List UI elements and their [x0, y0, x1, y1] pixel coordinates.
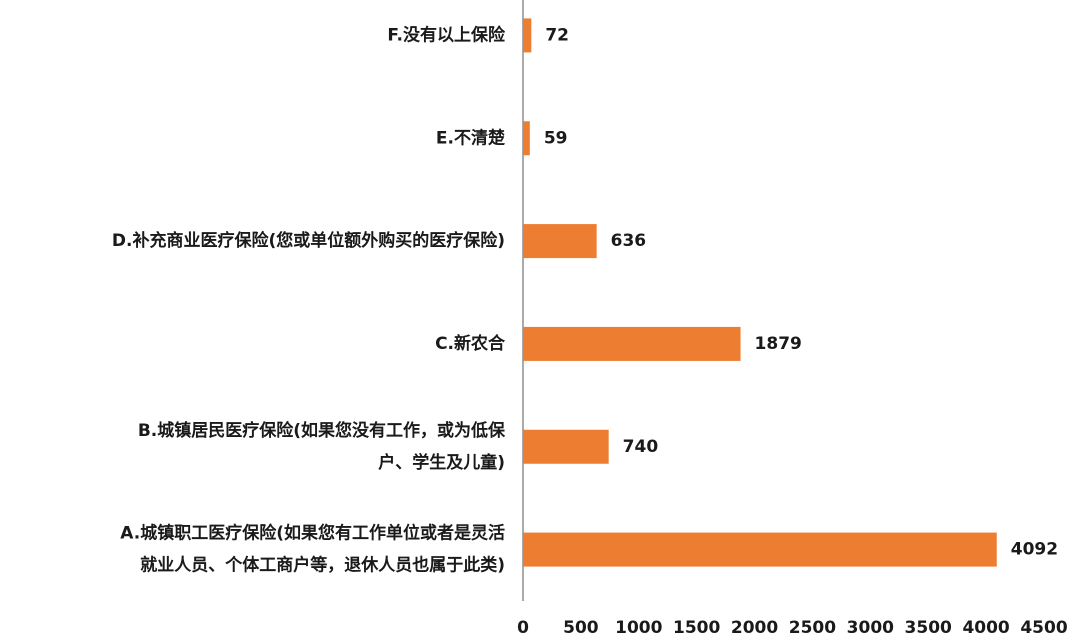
x-tick-label: 1500: [673, 618, 720, 638]
y-tick-label: D.补充商业医疗保险(您或单位额外购买的医疗保险): [112, 230, 505, 251]
x-tick-label: 2500: [789, 618, 836, 638]
y-tick-label: 户、学生及儿童): [378, 452, 505, 473]
value-label: 4092: [1011, 540, 1058, 560]
x-tick-label: 4500: [1020, 618, 1067, 638]
value-label: 740: [623, 437, 659, 457]
y-tick-label: B.城镇居民医疗保险(如果您没有工作，或为低保: [138, 420, 506, 441]
y-tick-label: C.新农合: [435, 333, 506, 354]
x-tick-label: 3500: [905, 618, 952, 638]
bar: [523, 532, 997, 567]
bar: [523, 326, 741, 361]
bar: [523, 429, 609, 464]
bar: [523, 18, 532, 53]
value-label: 59: [544, 128, 568, 148]
x-tick-label: 1000: [615, 618, 662, 638]
x-tick-label: 0: [517, 618, 529, 638]
bar: [523, 121, 530, 156]
bar: [523, 224, 597, 259]
value-label: 1879: [755, 334, 802, 354]
x-tick-label: 500: [563, 618, 599, 638]
value-label: 636: [611, 231, 647, 251]
x-tick-label: 2000: [731, 618, 778, 638]
y-tick-label: 就业人员、个体工商户等，退休人员也属于此类): [140, 555, 505, 576]
x-tick-label: 3000: [847, 618, 894, 638]
value-label: 72: [545, 25, 569, 45]
y-tick-label: F.没有以上保险: [387, 24, 506, 45]
y-tick-label: E.不清楚: [436, 127, 506, 148]
x-tick-label: 4000: [962, 618, 1009, 638]
y-tick-label: A.城镇职工医疗保险(如果您有工作单位或者是灵活: [120, 523, 505, 544]
